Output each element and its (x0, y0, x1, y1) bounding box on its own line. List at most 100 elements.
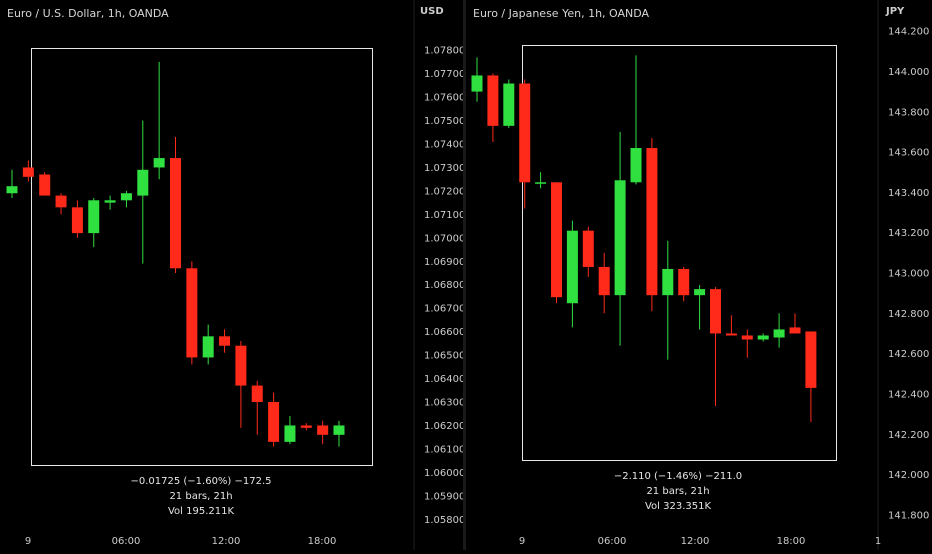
y-tick-label: 1.07400 (424, 140, 465, 151)
candle-up (630, 148, 642, 183)
y-tick-label: 144.200 (888, 27, 929, 38)
currency-label: JPY (885, 6, 905, 17)
eurjpy-chart-pane[interactable]: Euro / Japanese Yen, 1h, OANDA JPY 144.20… (466, 0, 932, 550)
x-tick-label: 1 (875, 536, 881, 547)
chart-title: Euro / Japanese Yen, 1h, OANDA (473, 7, 650, 20)
candle-down (186, 268, 198, 358)
y-tick-label: 1.06300 (424, 398, 465, 409)
x-tick-label: 12:00 (681, 536, 710, 547)
y-tick-label: 1.07600 (424, 93, 465, 104)
y-tick-label: 143.800 (888, 107, 929, 118)
y-tick-label: 143.400 (888, 188, 929, 199)
candle-down (317, 425, 329, 435)
x-tick-label: 06:00 (598, 536, 627, 547)
candle-down (805, 331, 817, 388)
x-tick-label: 9 (25, 536, 31, 547)
y-tick-label: 1.07800 (424, 46, 465, 57)
y-tick-label: 1.06800 (424, 280, 465, 291)
eurusd-chart[interactable]: USD 1.07800 1.07700 1.07600 1.07500 1.07400 1.… (0, 0, 466, 550)
candle-up (202, 336, 214, 358)
candle-down (598, 266, 610, 296)
candle-up (284, 425, 296, 442)
y-tick-label: 1.06500 (424, 351, 465, 362)
y-tick-label: 143.200 (888, 228, 929, 239)
candle-down (251, 385, 263, 402)
candle-up (104, 200, 116, 203)
candle-down (741, 335, 753, 340)
candle-down (55, 195, 67, 208)
candle-down (725, 333, 737, 336)
y-tick-label: 142.200 (888, 430, 929, 441)
y-tick-label: 143.000 (888, 269, 929, 280)
candle-down (39, 174, 51, 196)
eurjpy-chart[interactable]: JPY 144.200 144.000 143.800 143.600 143.400 14… (466, 0, 932, 550)
y-tick-label: 1.06600 (424, 327, 465, 338)
measure-change: −0.01725 (−1.60%) −172.5 (130, 476, 271, 487)
chart-title: Euro / U.S. Dollar, 1h, OANDA (7, 7, 169, 20)
y-tick-label: 1.06100 (424, 444, 465, 455)
candle-up (614, 180, 626, 296)
candle-down (235, 345, 247, 386)
y-tick-label: 1.06400 (424, 374, 465, 385)
y-tick-label: 1.07500 (424, 116, 465, 127)
candle-down (519, 83, 531, 183)
candle-up (694, 289, 706, 296)
candle-up (6, 186, 18, 194)
candle-up (88, 200, 100, 234)
measure-change: −2.110 (−1.46%) −211.0 (614, 471, 742, 482)
candle-down (710, 289, 721, 334)
candle-down (646, 148, 658, 296)
y-tick-label: 142.000 (888, 470, 929, 481)
candle-down (551, 182, 562, 298)
candle-down (487, 75, 499, 126)
candle-up (757, 335, 769, 340)
x-tick-label: 12:00 (212, 536, 241, 547)
y-tick-label: 1.07100 (424, 210, 465, 221)
y-tick-label: 143.600 (888, 148, 929, 159)
candle-down (789, 327, 801, 334)
candle-down (71, 207, 83, 234)
candle-down (219, 336, 231, 346)
candle-down (300, 425, 312, 428)
candle-up (137, 169, 149, 196)
measure-box (31, 48, 373, 466)
measure-bars: 21 bars, 21h (646, 486, 709, 497)
y-tick-label: 1.07700 (424, 69, 465, 80)
y-tick-label: 142.800 (888, 309, 929, 320)
candle-down (170, 158, 181, 269)
measure-bars: 21 bars, 21h (169, 491, 232, 502)
candle-up (566, 230, 578, 304)
x-tick-label: 18:00 (777, 536, 806, 547)
measure-volume: Vol 195.211K (168, 506, 234, 517)
eurusd-chart-pane[interactable]: Euro / U.S. Dollar, 1h, OANDA USD 1.07800… (0, 0, 466, 550)
measure-volume: Vol 323.351K (645, 501, 711, 512)
y-tick-label: 142.400 (888, 389, 929, 400)
y-tick-label: 1.06900 (424, 257, 465, 268)
candle-up (773, 329, 785, 338)
candle-up (662, 268, 674, 296)
y-tick-label: 1.07000 (424, 233, 465, 244)
x-tick-label: 9 (519, 536, 525, 547)
x-tick-label: 18:00 (308, 536, 337, 547)
candle-up (535, 182, 547, 184)
y-tick-label: 1.06000 (424, 468, 465, 479)
y-tick-label: 1.06700 (424, 304, 465, 315)
candle-down (582, 230, 594, 267)
x-tick-label: 06:00 (112, 536, 141, 547)
y-tick-label: 1.07300 (424, 163, 465, 174)
y-tick-label: 1.07200 (424, 186, 465, 197)
y-tick-label: 1.05800 (424, 515, 465, 526)
candle-down (268, 402, 280, 442)
candle-down (22, 167, 34, 177)
measure-box (522, 45, 837, 461)
candle-down (678, 268, 690, 296)
candle-up (503, 83, 515, 126)
candle-up (153, 158, 165, 168)
y-tick-label: 144.000 (888, 67, 929, 78)
candle-up (333, 425, 345, 435)
currency-label: USD (420, 6, 444, 17)
y-tick-label: 1.05900 (424, 491, 465, 502)
pane-separator[interactable] (463, 0, 466, 550)
y-tick-label: 1.06200 (424, 421, 465, 432)
candle-up (471, 75, 483, 92)
